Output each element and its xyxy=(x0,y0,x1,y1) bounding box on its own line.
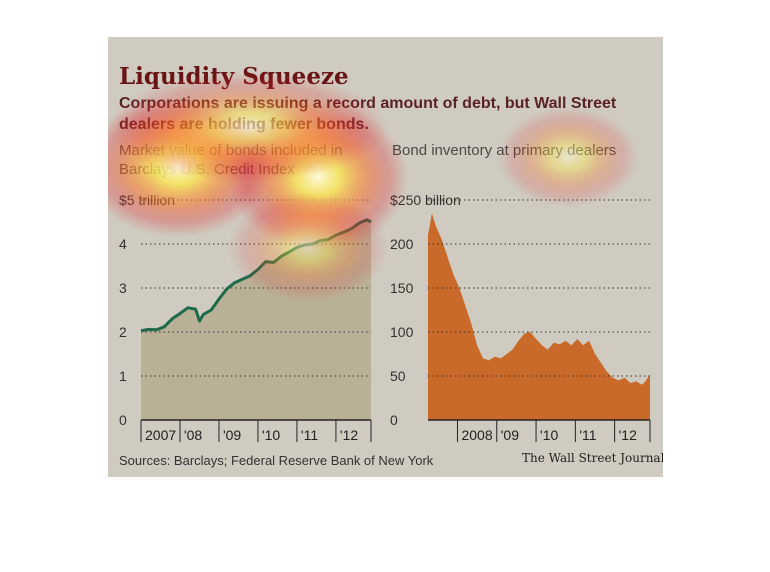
charts-svg: 0 1 2 3 4 $5 trillion 2007 '08 '09 '10 '11 '12 0 50 1… xyxy=(119,192,651,443)
right-ytick-label: 200 xyxy=(390,236,414,252)
left-ytick-label: $5 trillion xyxy=(119,192,175,208)
sources-note: Sources: Barclays; Federal Reserve Bank … xyxy=(119,453,434,468)
right-xtick-label: '09 xyxy=(501,427,519,443)
right-xtick-label: '12 xyxy=(619,427,637,443)
left-xtick-label: '09 xyxy=(223,427,241,443)
left-xtick-label: '12 xyxy=(340,427,358,443)
right-ytick-label: 50 xyxy=(390,368,406,384)
right-xtick-label: '10 xyxy=(540,427,558,443)
right-ytick-label: 0 xyxy=(390,412,398,428)
right-xtick-label: '11 xyxy=(579,427,596,443)
right-ytick-label: 150 xyxy=(390,280,414,296)
left-ytick-label: 3 xyxy=(119,280,127,296)
left-xtick-label: '11 xyxy=(301,427,318,443)
left-ytick-label: 4 xyxy=(119,236,127,252)
left-xtick-label: '08 xyxy=(184,427,202,443)
left-ytick-label: 1 xyxy=(119,368,127,384)
left-ytick-label: 0 xyxy=(119,412,127,428)
publisher-logo: The Wall Street Journal xyxy=(522,451,663,465)
right-xtick-label: 2008 xyxy=(461,427,492,443)
right-area-fill xyxy=(428,213,650,420)
right-ytick-label: $250 billion xyxy=(390,192,461,208)
left-xtick-label: 2007 xyxy=(145,427,176,443)
right-chart: 0 50 100 150 200 $250 billion 2008 '09 '10 '11 '12 xyxy=(390,192,651,443)
left-xtick-label: '10 xyxy=(262,427,280,443)
chart-panel: Liquidity Squeeze Corporations are issui… xyxy=(108,37,663,477)
left-chart: 0 1 2 3 4 $5 trillion 2007 '08 '09 '10 '11 '12 xyxy=(119,192,372,443)
right-ytick-label: 100 xyxy=(390,324,414,340)
left-area-fill xyxy=(141,219,371,420)
left-ytick-label: 2 xyxy=(119,324,127,340)
